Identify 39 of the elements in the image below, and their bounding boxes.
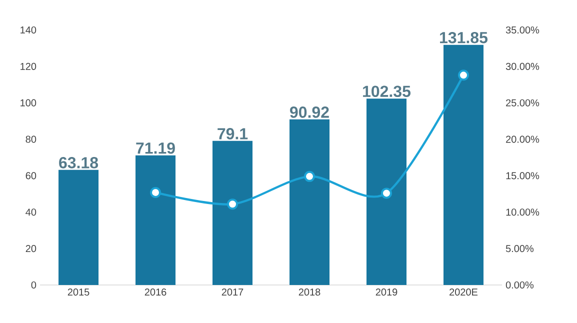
x-tick-label: 2019 [376, 288, 398, 296]
y2-tick-label: 5.00% [506, 245, 534, 252]
x-tick-label: 2016 [144, 288, 166, 296]
bar [212, 140, 253, 285]
y-tick-label: 100 [20, 99, 36, 106]
x-tick-label: 2017 [222, 288, 244, 296]
y2-tick-label: 10.00% [506, 208, 540, 216]
point [458, 70, 469, 81]
y-tick-label: 80 [26, 136, 36, 143]
x-tick-label: 2018 [298, 288, 320, 296]
y2-tick-label: 35.00% [506, 26, 540, 34]
y-tick-label: 120 [20, 62, 36, 70]
y-tick-label: 140 [20, 26, 36, 34]
y-tick-label: 20 [26, 245, 36, 252]
point [304, 170, 315, 182]
y-tick-label: 40 [26, 208, 36, 216]
x-tick-label: 2015 [68, 288, 90, 296]
data-label: 79.1 [218, 128, 248, 140]
y2-tick-label: 15.00% [506, 172, 540, 180]
data-label: 63.18 [59, 157, 98, 168]
y2-tick-label: 30.00% [506, 62, 540, 70]
data-label: 90.92 [290, 106, 329, 118]
point [150, 186, 162, 198]
y-tick-label: 60 [26, 172, 36, 180]
data-label: 71.19 [136, 142, 175, 154]
y2-tick-label: 0.00% [506, 281, 534, 289]
bar [443, 44, 484, 285]
bar [136, 155, 176, 285]
y2-tick-label: 25.00% [506, 99, 540, 106]
point [227, 198, 238, 210]
point [381, 188, 392, 199]
bar [290, 119, 330, 285]
data-label: 102.35 [363, 86, 411, 98]
bar [366, 98, 406, 285]
data-label: 131.85 [440, 32, 488, 44]
x-tick-label: 2020E [450, 288, 478, 296]
y2-tick-label: 20.00% [506, 136, 540, 143]
y-tick-label: 0 [31, 281, 36, 289]
bar [58, 170, 99, 285]
